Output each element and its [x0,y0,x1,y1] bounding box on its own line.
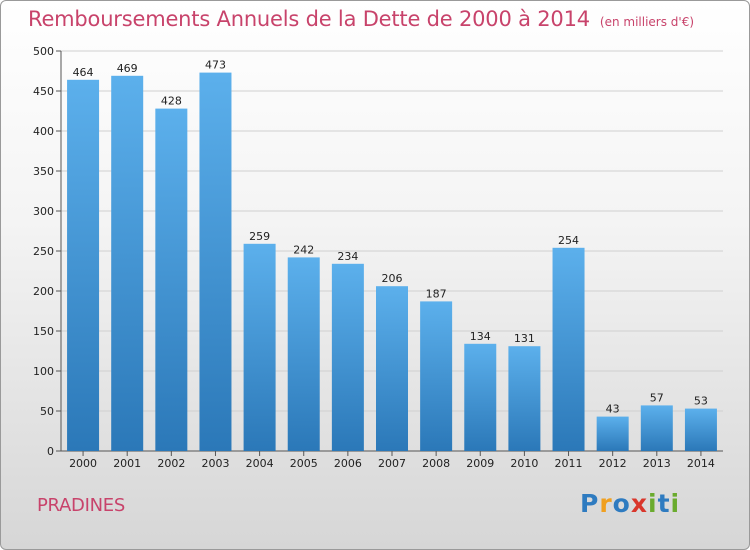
logo-letter: x [630,489,648,518]
city-name: PRADINES [37,495,125,516]
y-tick-label: 400 [33,125,54,138]
proxiti-logo[interactable]: Proxiti [580,489,680,518]
bar-2011 [552,247,585,451]
y-tick-label: 50 [40,405,54,418]
x-tick-label-2006: 2006 [334,457,362,470]
logo-letter: P [580,489,600,518]
value-label-2009: 134 [470,330,491,343]
bar-2012 [596,416,629,451]
bar-2010 [508,346,541,451]
chart-title: Remboursements Annuels de la Dette de 20… [28,7,694,31]
x-tick-label-2003: 2003 [201,457,229,470]
bar-2002 [155,108,188,451]
x-tick-label-2004: 2004 [246,457,274,470]
x-tick-label-2005: 2005 [290,457,318,470]
bar-2014 [684,408,717,451]
bar-2007 [376,286,408,451]
x-tick-label-2010: 2010 [510,457,538,470]
value-label-2005: 242 [293,243,314,256]
y-tick-label: 300 [33,205,54,218]
x-tick-label-2008: 2008 [422,457,450,470]
y-tick-label: 250 [33,245,54,258]
value-label-2013: 57 [650,391,664,404]
chart-unit: (en milliers d'€) [599,15,695,29]
value-label-2003: 473 [205,59,226,72]
value-label-2011: 254 [558,234,579,247]
bar-2000 [67,79,100,452]
y-tick-label: 150 [33,325,54,338]
y-tick-label: 0 [47,445,54,458]
x-tick-label-2007: 2007 [378,457,406,470]
bar-2001 [111,75,144,452]
x-tick-label-2014: 2014 [687,457,715,470]
bar-2013 [640,405,673,451]
logo-letter: t [657,489,671,518]
bar-2003 [199,72,232,451]
value-label-2002: 428 [161,95,182,108]
x-tick-label-2012: 2012 [599,457,627,470]
value-label-2007: 206 [382,272,403,285]
bar-2004 [243,243,276,451]
value-label-2000: 464 [73,66,94,79]
bar-2006 [331,263,364,451]
chart-title-text: Remboursements Annuels de la Dette de 20… [28,7,590,31]
y-tick-label: 350 [33,165,54,178]
x-tick-label-2013: 2013 [643,457,671,470]
labels: 464 2000 469 2001 428 2002 473 2003 259 2004 242 20… [69,59,715,470]
value-label-2012: 43 [606,403,620,416]
y-tick-label: 450 [33,85,54,98]
bars [67,72,717,452]
x-tick-label-2009: 2009 [466,457,494,470]
x-tick-label-2002: 2002 [157,457,185,470]
x-tick-label-2001: 2001 [113,457,141,470]
value-label-2014: 53 [694,395,708,408]
x-tick-label-2000: 2000 [69,457,97,470]
logo-letter: o [612,489,631,518]
value-label-2010: 131 [514,332,535,345]
logo-letter: i [670,489,681,518]
x-tick-label-2011: 2011 [555,457,583,470]
value-label-2006: 234 [337,250,358,263]
bar-2005 [287,257,320,451]
bar-2009 [464,343,497,451]
y-tick-label: 200 [33,285,54,298]
y-tick-label: 100 [33,365,54,378]
logo-letter: i [648,489,658,518]
bar-2008 [420,301,453,451]
value-label-2008: 187 [426,287,447,300]
value-label-2004: 259 [249,230,270,243]
logo-letter: r [599,489,613,518]
y-tick-label: 500 [33,45,54,58]
value-label-2001: 469 [117,62,138,75]
